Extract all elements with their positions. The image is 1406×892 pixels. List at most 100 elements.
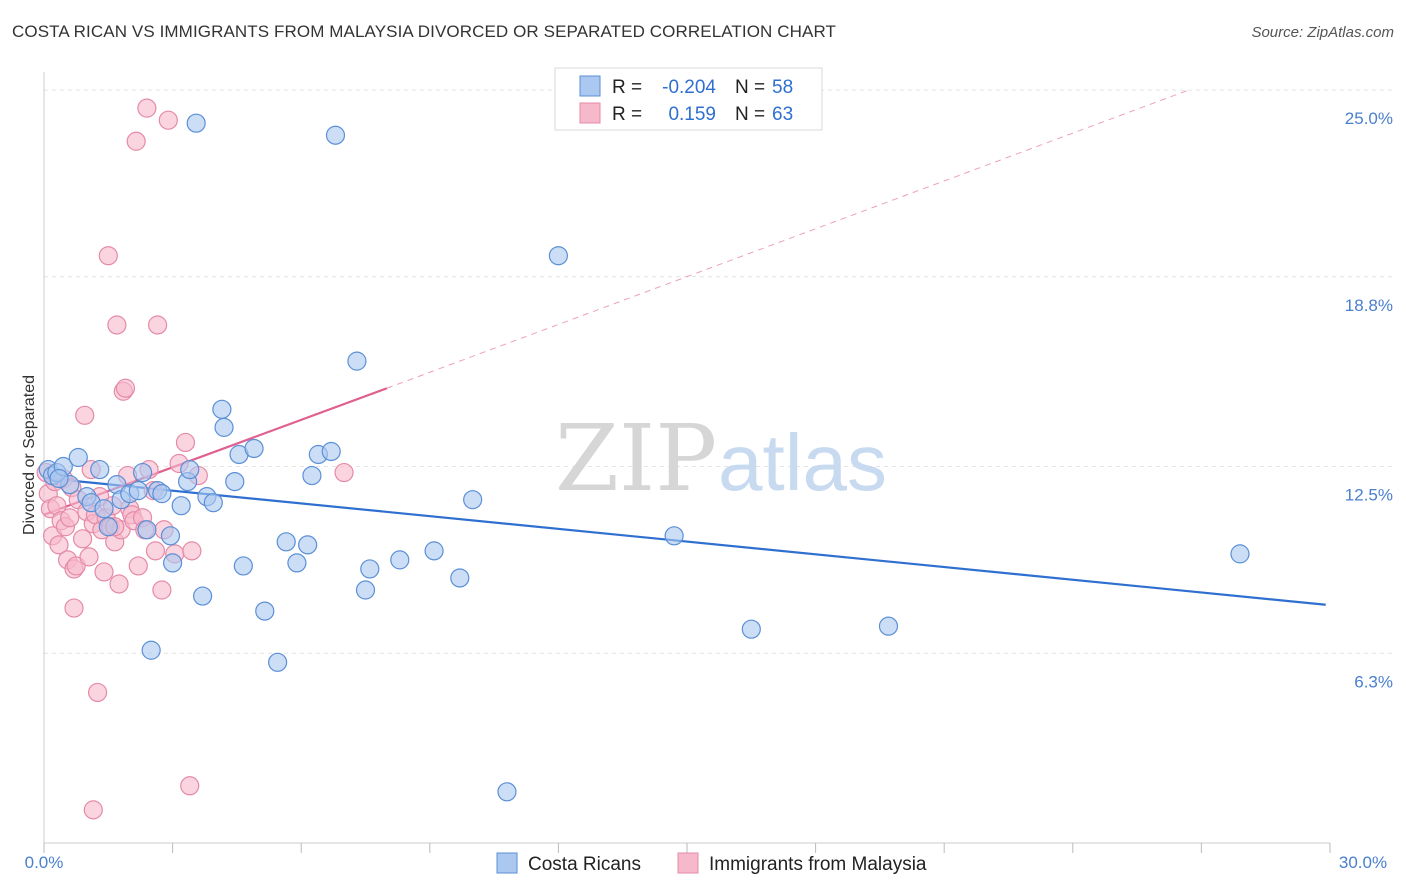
point-costa-rican-28 [203, 493, 223, 513]
point-malaysia-49 [152, 580, 172, 600]
point-malaysia-59 [83, 800, 103, 820]
point-malaysia-55 [182, 541, 202, 561]
point-malaysia-58 [87, 682, 108, 703]
trend-lines [43, 89, 1326, 606]
point-malaysia-51 [158, 110, 178, 130]
point-costa-rican-16 [137, 520, 157, 540]
x-tick-label-max: 30.0% [1339, 853, 1387, 872]
chart-title: COSTA RICAN VS IMMIGRANTS FROM MALAYSIA … [12, 22, 837, 41]
point-costa-rican-35 [255, 601, 275, 621]
point-costa-rican-33 [233, 556, 253, 576]
point-costa-rican-22 [171, 496, 191, 516]
watermark-atlas: atlas [718, 418, 887, 507]
point-costa-rican-24 [180, 459, 200, 480]
point-costa-rican-57 [49, 468, 69, 489]
point-costa-rican-42 [321, 441, 341, 462]
point-malaysia-16 [72, 529, 93, 549]
point-costa-rican-54 [741, 619, 761, 639]
point-malaysia-44 [137, 98, 157, 118]
legend-r-value-0: -0.204 [662, 77, 716, 98]
point-malaysia-35 [115, 378, 136, 398]
point-malaysia-40 [126, 131, 146, 151]
point-costa-rican-25 [186, 113, 206, 133]
y-tick-label-1: 12.5% [1345, 486, 1393, 505]
point-costa-rican-29 [212, 399, 232, 419]
point-costa-rican-36 [268, 652, 288, 672]
point-costa-rican-50 [463, 490, 483, 510]
point-malaysia-41 [128, 556, 148, 576]
point-malaysia-6 [49, 535, 69, 555]
point-costa-rican-47 [390, 550, 410, 570]
point-costa-rican-46 [360, 559, 380, 579]
point-costa-rican-43 [325, 125, 346, 145]
point-malaysia-31 [107, 315, 127, 335]
point-costa-rican-9 [94, 499, 114, 519]
legend-swatch-costa-ricans [579, 75, 601, 97]
legend-stats: R = -0.204 N = 58 R = 0.159 N = 63 [554, 67, 823, 131]
point-malaysia-47 [145, 541, 166, 561]
watermark: ZIP atlas [555, 405, 887, 512]
trend-line-costa-ricans [43, 476, 1326, 606]
y-tick-label-3: 25.0% [1345, 109, 1393, 128]
legend-bottom-swatch-malaysia [677, 852, 699, 874]
legend-r-label-0: R = [612, 77, 642, 98]
point-costa-rican-37 [276, 532, 296, 552]
point-malaysia-54 [175, 432, 196, 453]
point-malaysia-27 [98, 246, 118, 266]
point-costa-rican-21 [163, 553, 183, 573]
y-axis-tick-labels: 6.3% 12.5% 18.8% 25.0% [1345, 109, 1393, 691]
point-malaysia-11 [60, 508, 80, 528]
y-axis-label: Divorced or Separated [21, 375, 38, 535]
legend-n-value-0: 58 [772, 77, 793, 98]
y-tick-label-2: 18.8% [1345, 296, 1393, 315]
point-costa-rican-31 [225, 471, 245, 492]
point-costa-rican-15 [132, 462, 153, 483]
point-malaysia-25 [94, 562, 114, 582]
point-costa-rican-10 [98, 517, 118, 537]
x-tick-label-min: 0.0% [25, 853, 64, 872]
point-costa-rican-40 [302, 465, 322, 486]
point-malaysia-60 [180, 776, 200, 796]
point-costa-rican-53 [664, 526, 684, 546]
point-costa-rican-34 [244, 438, 264, 459]
point-malaysia-48 [147, 315, 168, 335]
point-malaysia-19 [79, 547, 99, 567]
point-costa-rican-52 [548, 246, 569, 266]
point-costa-rican-5 [68, 447, 88, 468]
point-malaysia-61 [64, 598, 84, 618]
point-malaysia-57 [334, 462, 354, 483]
point-costa-rican-8 [90, 459, 110, 480]
point-costa-rican-56 [1230, 544, 1250, 564]
legend-r-label-1: R = [612, 104, 642, 125]
point-costa-rican-38 [287, 553, 307, 573]
x-axis-tick-labels: 0.0% 30.0% [25, 853, 1387, 872]
point-costa-rican-26 [193, 586, 213, 606]
legend-bottom-label-costa-ricans: Costa Ricans [528, 854, 641, 875]
point-costa-rican-14 [128, 481, 148, 501]
legend-bottom-swatch-costa-ricans [496, 852, 518, 874]
legend-n-label-0: N = [735, 77, 765, 98]
point-costa-rican-55 [878, 616, 899, 636]
legend-n-label-1: N = [735, 104, 765, 125]
point-costa-rican-44 [347, 351, 367, 371]
legend-swatch-malaysia [579, 102, 601, 124]
x-axis-ticks [43, 843, 1331, 853]
legend-bottom-label-malaysia: Immigrants from Malaysia [709, 854, 927, 875]
trend-line-malaysia-extension [386, 89, 1189, 389]
legend-n-value-1: 63 [772, 104, 793, 125]
point-costa-rican-48 [424, 541, 444, 561]
point-costa-rican-20 [160, 526, 181, 546]
source-credit: Source: ZipAtlas.com [1251, 24, 1394, 41]
y-tick-label-0: 6.3% [1354, 672, 1393, 691]
point-costa-rican-49 [450, 568, 470, 588]
point-costa-rican-19 [152, 484, 172, 504]
point-costa-rican-45 [355, 580, 376, 600]
point-costa-rican-17 [141, 640, 161, 660]
legend-series: Costa Ricans Immigrants from Malaysia [496, 852, 927, 875]
watermark-zip: ZIP [555, 405, 717, 512]
point-malaysia-32 [109, 574, 129, 594]
point-costa-rican-30 [214, 417, 234, 437]
point-costa-rican-51 [497, 782, 517, 802]
data-points [36, 98, 1250, 820]
